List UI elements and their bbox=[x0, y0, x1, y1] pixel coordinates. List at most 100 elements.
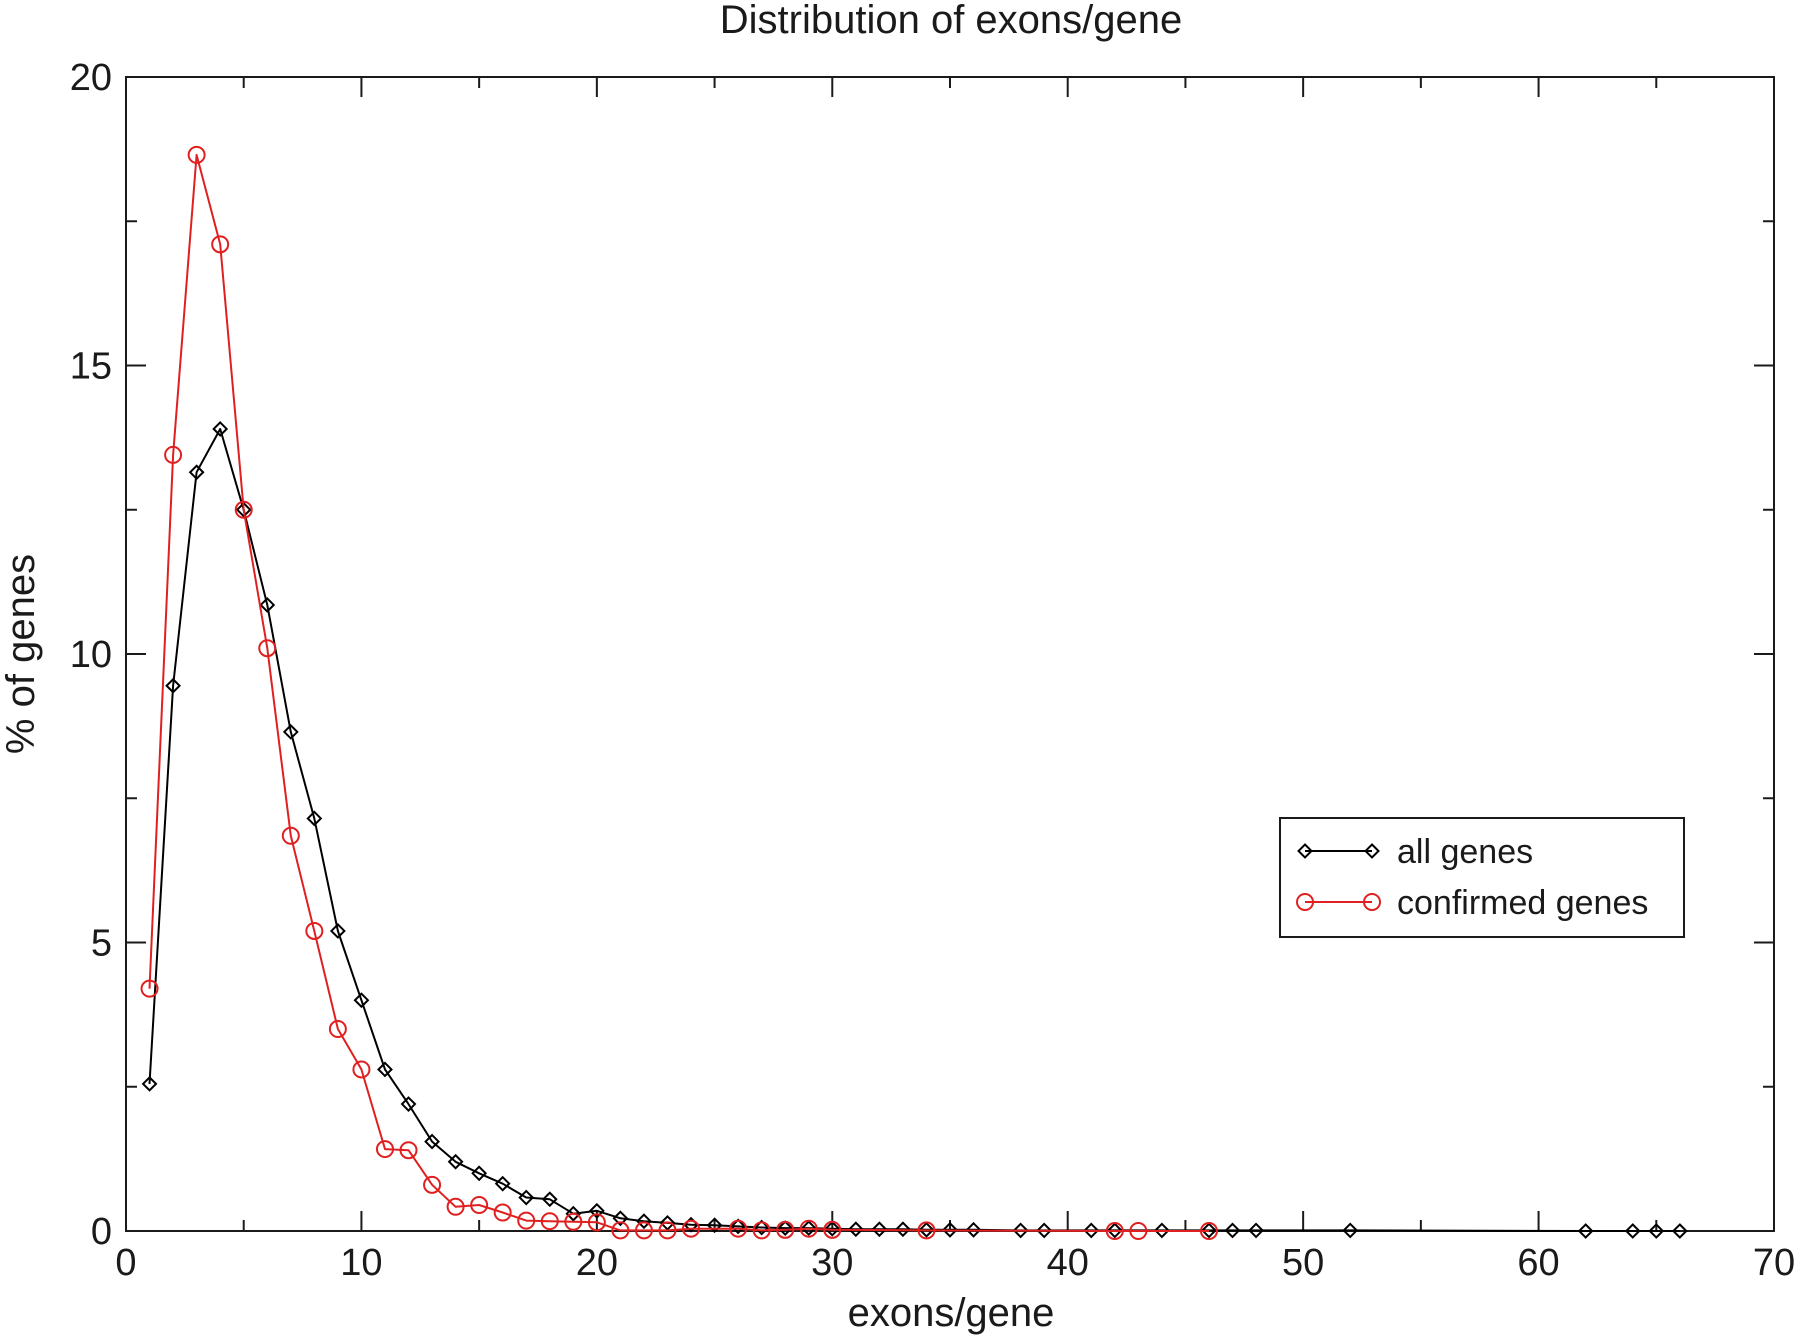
data-point bbox=[777, 1220, 794, 1237]
data-point bbox=[1624, 1223, 1641, 1239]
x-tick-label: 10 bbox=[340, 1242, 382, 1284]
series-layer bbox=[140, 145, 1688, 1240]
data-point bbox=[470, 1196, 489, 1215]
data-point bbox=[658, 1221, 677, 1240]
data-point bbox=[611, 1221, 630, 1240]
data-point bbox=[1083, 1222, 1100, 1239]
data-point bbox=[634, 1221, 653, 1240]
data-point bbox=[1577, 1223, 1594, 1239]
data-point bbox=[353, 992, 370, 1009]
x-tick-label: 40 bbox=[1047, 1242, 1089, 1284]
y-tick-label: 20 bbox=[70, 57, 112, 99]
legend-marker bbox=[1297, 843, 1313, 859]
data-point bbox=[541, 1191, 558, 1208]
data-point bbox=[446, 1197, 465, 1216]
data-point bbox=[1153, 1222, 1170, 1239]
data-point bbox=[471, 1165, 488, 1182]
data-point bbox=[918, 1221, 935, 1238]
data-point bbox=[259, 597, 276, 613]
data-point bbox=[517, 1211, 536, 1230]
data-point bbox=[493, 1203, 512, 1222]
data-point bbox=[1248, 1222, 1264, 1239]
data-point bbox=[281, 826, 300, 845]
legend-marker bbox=[1363, 893, 1381, 911]
data-point bbox=[752, 1221, 771, 1240]
y-tick-label: 15 bbox=[70, 346, 112, 388]
x-tick-label: 70 bbox=[1753, 1242, 1795, 1284]
data-point bbox=[917, 1221, 936, 1240]
data-point bbox=[824, 1220, 841, 1237]
data-point bbox=[164, 445, 183, 464]
data-point bbox=[234, 500, 253, 519]
x-tick-label: 20 bbox=[576, 1242, 618, 1284]
data-point bbox=[540, 1212, 559, 1231]
data-point bbox=[352, 1060, 371, 1079]
data-point bbox=[1671, 1223, 1688, 1239]
legend-marker bbox=[1364, 843, 1380, 859]
data-point bbox=[328, 1020, 347, 1039]
data-point bbox=[847, 1221, 864, 1238]
data-point bbox=[1129, 1222, 1148, 1240]
data-point bbox=[447, 1153, 464, 1170]
data-point bbox=[282, 723, 299, 740]
data-point bbox=[518, 1189, 535, 1206]
data-point bbox=[895, 1221, 911, 1238]
data-point bbox=[305, 921, 324, 940]
data-point bbox=[377, 1061, 393, 1078]
data-point bbox=[188, 464, 205, 481]
data-point bbox=[1036, 1222, 1053, 1239]
y-tick-label: 10 bbox=[70, 634, 112, 676]
data-point bbox=[800, 1220, 817, 1237]
legend-marker bbox=[1296, 893, 1314, 911]
y-axis-label: % of genes bbox=[0, 554, 43, 754]
data-point bbox=[375, 1140, 394, 1159]
y-tick-label: 0 bbox=[91, 1211, 112, 1253]
data-point bbox=[329, 923, 346, 939]
data-point bbox=[187, 145, 206, 164]
data-point bbox=[424, 1133, 440, 1150]
data-point bbox=[682, 1219, 701, 1238]
data-point bbox=[235, 501, 252, 518]
series-1 bbox=[140, 145, 1218, 1240]
data-point bbox=[587, 1213, 606, 1232]
x-tick-label: 0 bbox=[115, 1242, 136, 1284]
data-point bbox=[258, 639, 277, 658]
data-point bbox=[1106, 1222, 1123, 1239]
y-tick-label: 5 bbox=[91, 923, 112, 965]
data-point bbox=[730, 1218, 747, 1235]
data-point bbox=[706, 1217, 723, 1234]
legend-entry-all-genes: all genes bbox=[1297, 833, 1533, 871]
legend-box bbox=[1279, 817, 1685, 938]
data-point bbox=[1224, 1222, 1241, 1239]
data-point bbox=[400, 1096, 417, 1112]
legend-label-confirmed-genes: confirmed genes bbox=[1397, 884, 1648, 922]
data-point bbox=[612, 1210, 629, 1227]
data-point bbox=[211, 235, 230, 254]
legend-label-all-genes: all genes bbox=[1397, 833, 1533, 871]
y-tick-labels: 0 5 10 15 20 bbox=[70, 57, 112, 1253]
data-point bbox=[588, 1202, 605, 1219]
data-point bbox=[399, 1141, 418, 1160]
legend: all genes confirmed genes bbox=[1279, 817, 1685, 938]
data-point bbox=[871, 1221, 888, 1238]
series-line bbox=[148, 153, 1209, 1232]
data-point bbox=[636, 1213, 652, 1230]
x-tick-label: 50 bbox=[1282, 1242, 1324, 1284]
x-tick-label: 60 bbox=[1517, 1242, 1559, 1284]
axis-ticks bbox=[125, 76, 1775, 1232]
plot-frame bbox=[125, 76, 1775, 1232]
data-point bbox=[564, 1212, 583, 1231]
data-point bbox=[942, 1221, 958, 1238]
data-point bbox=[1648, 1223, 1665, 1239]
data-point bbox=[1012, 1222, 1029, 1239]
x-tick-labels: 0 10 20 30 40 50 60 70 bbox=[115, 1242, 1795, 1284]
chart-title: Distribution of exons/gene bbox=[720, 0, 1183, 42]
data-point bbox=[1105, 1222, 1124, 1240]
data-point bbox=[823, 1220, 842, 1239]
data-point bbox=[776, 1220, 795, 1239]
legend-entry-confirmed-genes: confirmed genes bbox=[1296, 884, 1648, 922]
data-point bbox=[141, 1075, 158, 1092]
x-tick-label: 30 bbox=[811, 1242, 853, 1284]
data-point bbox=[799, 1219, 818, 1238]
